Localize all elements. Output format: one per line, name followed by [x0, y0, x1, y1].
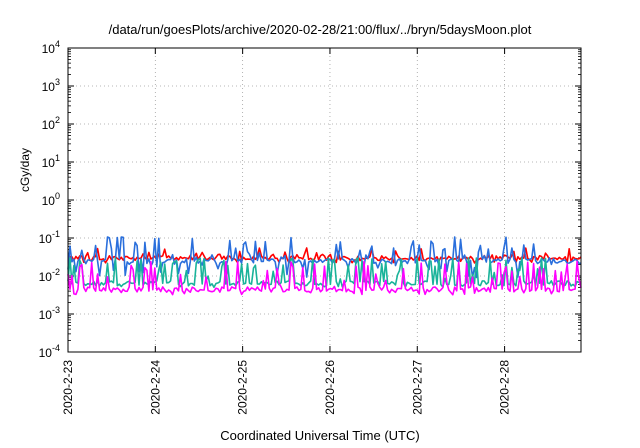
series-line-3 [67, 260, 582, 296]
y-tick-label: 10-1 [39, 229, 60, 246]
y-tick-label: 104 [42, 39, 60, 56]
y-tick-label: 103 [42, 77, 60, 94]
x-tick-label: 2020-2-27 [410, 360, 424, 415]
y-tick-label: 10-4 [39, 343, 60, 360]
x-tick-label: 2020-2-25 [236, 360, 250, 415]
y-tick-label: 10-2 [39, 267, 60, 284]
x-tick-label: 2020-2-23 [61, 360, 75, 415]
y-tick-label: 101 [42, 153, 60, 170]
plot-frame [67, 47, 582, 353]
y-tick-label: 10-3 [39, 305, 60, 322]
x-tick-label: 2020-2-24 [148, 360, 162, 415]
series-line-1 [67, 236, 582, 279]
y-tick-label: 102 [42, 115, 60, 132]
y-tick-label: 100 [42, 191, 60, 208]
x-tick-label: 2020-2-26 [323, 360, 337, 415]
x-tick-label: 2020-2-28 [498, 360, 512, 415]
x-axis-label: Coordinated Universal Time (UTC) [220, 428, 420, 443]
chart-title: /data/run/goesPlots/archive/2020-02-28/2… [108, 22, 532, 37]
